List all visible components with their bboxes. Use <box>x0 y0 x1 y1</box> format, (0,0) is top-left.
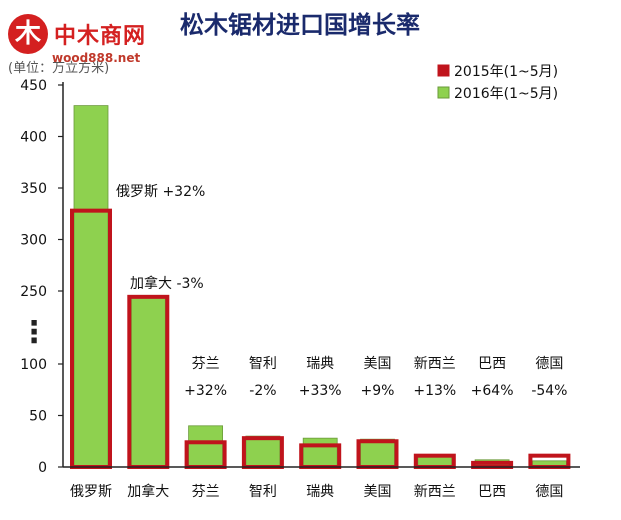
x-tick-label: 德国 <box>535 484 563 500</box>
growth-annotation-rate: +33% <box>299 383 342 399</box>
legend-label: 2015年(1~5月) <box>454 64 558 80</box>
growth-annotation-rate: +9% <box>361 383 395 399</box>
legend-swatch <box>437 64 450 77</box>
x-tick-label: 加拿大 <box>127 483 169 500</box>
bar-2016 <box>302 437 338 468</box>
growth-annotation-country: 美国 <box>364 356 392 372</box>
x-tick-label: 瑞典 <box>306 484 334 500</box>
axis-break-symbol: ⋮ <box>19 315 49 350</box>
y-tick-label: 100 <box>20 357 47 373</box>
bar-2016 <box>73 105 109 468</box>
growth-annotation-country: 芬兰 <box>192 356 220 372</box>
x-tick-label: 巴西 <box>478 484 506 500</box>
growth-annotation-rate: +64% <box>471 383 514 399</box>
growth-annotation-rate: +32% <box>184 383 227 399</box>
logo-tree-icon: 木 <box>8 14 48 54</box>
growth-annotation-rate: +13% <box>413 383 456 399</box>
x-tick-label: 俄罗斯 <box>70 484 112 500</box>
logo-url: wood888.net <box>52 51 141 65</box>
y-unit-label: (单位：万立方米) <box>8 60 109 76</box>
growth-annotation-country: 新西兰 <box>414 356 456 372</box>
growth-annotation-country: 德国 <box>535 356 563 372</box>
x-tick-label: 芬兰 <box>192 484 220 500</box>
y-tick-label: 450 <box>20 78 47 94</box>
x-tick-label: 美国 <box>364 484 392 500</box>
axes-layer <box>58 82 580 468</box>
bar-2016 <box>188 425 224 468</box>
site-logo: 木 中木商网 wood888.net <box>8 14 158 72</box>
y-tick-label: 400 <box>20 130 47 146</box>
growth-annotation-country: 智利 <box>249 356 277 372</box>
bar-2016 <box>245 435 281 468</box>
y-tick-label: 350 <box>20 181 47 197</box>
growth-annotation-rate: -54% <box>531 383 567 399</box>
growth-annotation-rate: -2% <box>249 383 276 399</box>
legend-label: 2016年(1~5月) <box>454 86 558 102</box>
growth-annotation: 加拿大 -3% <box>130 275 204 292</box>
growth-annotation-country: 巴西 <box>478 356 506 372</box>
legend-swatch <box>437 86 450 99</box>
bar-2016 <box>360 438 395 468</box>
growth-annotation-country: 瑞典 <box>306 356 334 372</box>
x-tick-label: 新西兰 <box>414 484 456 500</box>
growth-annotation: 俄罗斯 +32% <box>116 184 205 200</box>
y-tick-label: 250 <box>20 284 47 300</box>
x-tick-label: 智利 <box>249 484 277 500</box>
y-tick-label: 300 <box>20 233 47 249</box>
bar-2016 <box>130 294 166 468</box>
y-tick-label: 0 <box>38 460 47 476</box>
chart-title: 松木锯材进口国增长率 <box>180 11 420 39</box>
logo-name: 中木商网 <box>54 23 147 49</box>
y-tick-label: 50 <box>29 409 47 425</box>
